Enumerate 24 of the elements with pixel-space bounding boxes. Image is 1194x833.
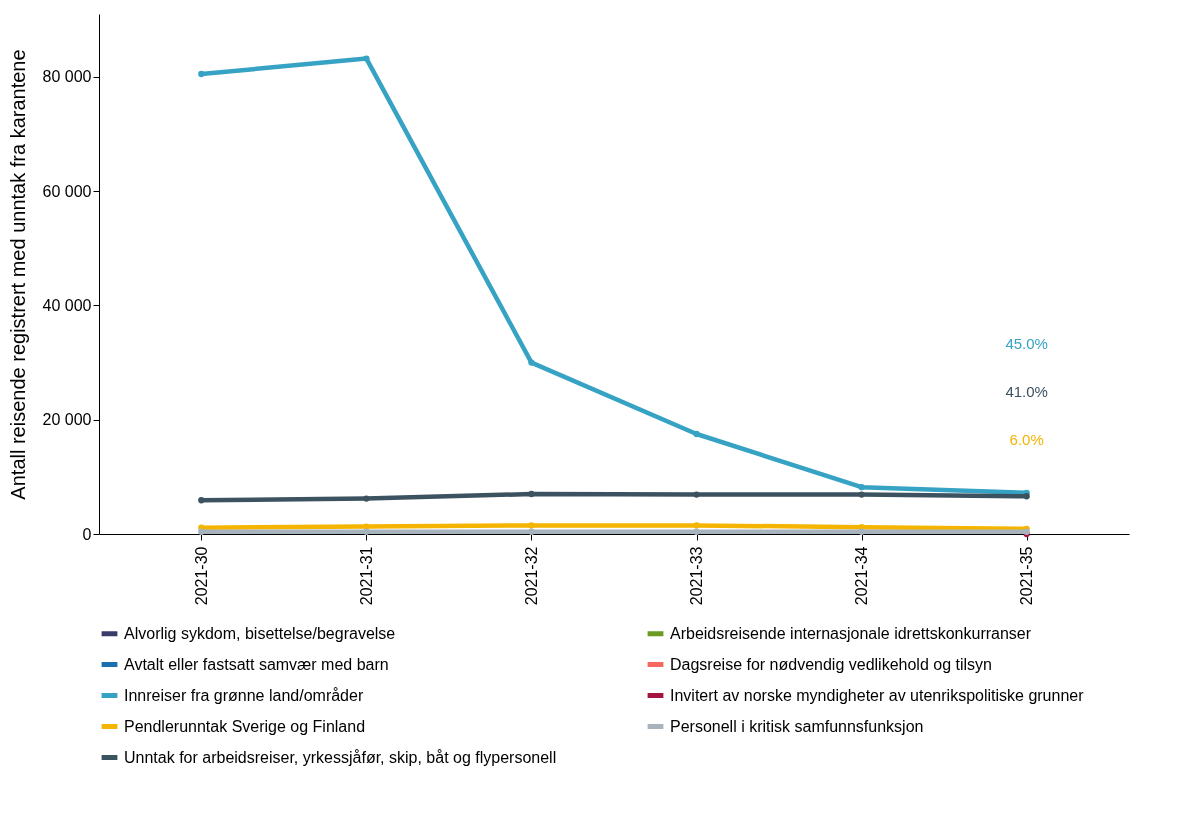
y-tick-label: 60 000 xyxy=(42,182,92,200)
annotation: 41.0% xyxy=(1005,383,1048,401)
legend-label: Dagsreise for nødvendig vedlikehold og tilsyn xyxy=(670,655,992,673)
y-tick-label: 80 000 xyxy=(42,68,92,86)
x-tick-label: 2021-30 xyxy=(192,546,210,606)
legend-label: Alvorlig sykdom, bisettelse/begravelse xyxy=(124,624,396,642)
y-axis-title: Antall reisende registrert med unntak fra karantene xyxy=(6,49,29,500)
x-tick-label: 2021-35 xyxy=(1018,546,1036,606)
legend-label: Personell i kritisk samfunnsfunksjon xyxy=(670,717,924,735)
x-tick-label: 2021-34 xyxy=(853,546,871,606)
x-tick-label: 2021-32 xyxy=(522,546,540,606)
legend-label: Pendlerunntak Sverige og Finland xyxy=(124,717,366,735)
x-tick-label: 2021-33 xyxy=(688,546,706,606)
legend-label: Arbeidsreisende internasjonale idrettskonkurranser xyxy=(670,624,1032,642)
legend-label: Avtalt eller fastsatt samvær med barn xyxy=(124,655,389,673)
x-tick-label: 2021-31 xyxy=(357,546,375,606)
y-tick-label: 40 000 xyxy=(42,296,92,314)
y-tick-label: 0 xyxy=(82,525,92,543)
legend-label: Innreiser fra grønne land/områder xyxy=(124,686,364,704)
legend-label: Unntak for arbeidsreiser, yrkessjåfør, skip, båt og flypersonell xyxy=(124,748,557,766)
y-tick-label: 20 000 xyxy=(42,411,92,429)
annotation: 45.0% xyxy=(1005,335,1048,353)
legend-label: Invitert av norske myndigheter av utenrikspolitiske grunner xyxy=(670,686,1085,704)
annotation: 6.0% xyxy=(1009,430,1044,448)
